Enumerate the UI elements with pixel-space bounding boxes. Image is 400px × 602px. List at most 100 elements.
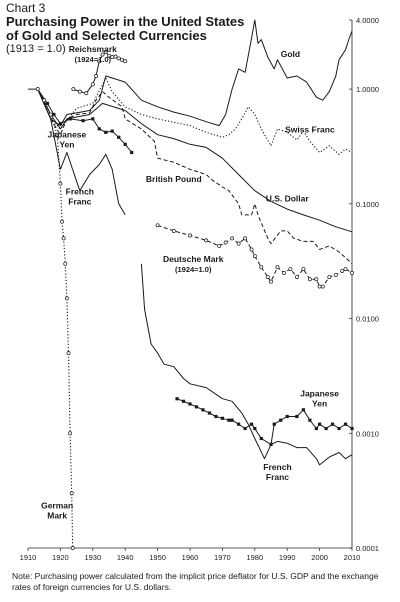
data-point (243, 236, 248, 241)
data-point (66, 351, 71, 356)
data-point (236, 241, 241, 246)
data-point (71, 87, 76, 92)
label-line: British Pound (146, 174, 202, 184)
data-point (314, 426, 318, 431)
data-point (64, 296, 69, 301)
chart-title-line-2: of Gold and Selected Currencies (6, 28, 207, 43)
data-point (320, 284, 325, 289)
french-franc-line (37, 88, 126, 216)
data-point (55, 132, 60, 137)
japanese-yen-series (175, 397, 354, 446)
y-tick-label: 1.0000 (356, 85, 379, 94)
data-point (204, 238, 209, 243)
data-point (330, 422, 335, 426)
data-point (307, 277, 312, 282)
swiss-franc-label: Swiss Franc (285, 124, 335, 134)
x-tick-label: 2000 (311, 553, 328, 562)
data-point (58, 122, 62, 126)
data-point (207, 411, 212, 415)
data-point (94, 74, 98, 78)
data-point (175, 397, 179, 401)
japanese-yen-label: Japanese Yen (48, 129, 87, 149)
data-point (314, 277, 319, 282)
data-point (223, 240, 228, 245)
data-point (110, 129, 114, 133)
data-point (52, 112, 56, 117)
data-point (68, 431, 73, 436)
reichsmark-label: Reichsmark (1924=1.0) (69, 44, 117, 64)
y-tick-label: 0.0001 (356, 544, 379, 553)
data-point (217, 243, 222, 248)
data-point (337, 426, 341, 431)
label-line: U.S. Dollar (266, 193, 310, 203)
french-franc-label: French Franc (263, 462, 291, 482)
german-mark-series (35, 87, 75, 550)
data-point (123, 59, 128, 64)
deutsche-mark-label: Deutsche Mark (1924=1.0) (163, 254, 224, 274)
data-point (230, 236, 235, 241)
data-point (58, 181, 63, 186)
data-point (188, 402, 192, 406)
label-line: Franc (266, 472, 289, 482)
data-point (60, 219, 64, 224)
data-point (343, 422, 348, 426)
label-line: Deutsche Mark (163, 254, 224, 264)
x-tick-label: 1940 (117, 553, 134, 562)
x-tick-label: 2010 (344, 553, 361, 562)
chart-axes: 1910 1920 1930 1940 1950 1960 1970 1980 1990 2000… (20, 16, 379, 562)
data-point (90, 82, 95, 87)
data-point (104, 130, 108, 134)
data-point (188, 233, 192, 238)
data-point (227, 418, 231, 422)
data-point (279, 418, 283, 422)
british-pound-series (37, 88, 353, 265)
data-point (243, 426, 247, 431)
y-tick-label: 4.0000 (356, 16, 379, 25)
data-point (317, 284, 322, 289)
chart-title-line-1: Purchasing Power in the United States (6, 14, 245, 29)
data-point (42, 98, 47, 103)
data-point (220, 416, 224, 420)
data-point (120, 57, 124, 62)
data-point (253, 426, 257, 431)
data-point (214, 414, 218, 419)
british-pound-label: British Pound (146, 174, 202, 184)
data-point (350, 426, 354, 431)
data-point (77, 89, 82, 94)
deutsche-mark-line (157, 224, 353, 288)
label-line: Yen (59, 139, 74, 149)
data-point (61, 236, 66, 241)
deutsche-mark-series (155, 223, 354, 289)
series-labels-layer: Gold Swiss Franc Japanese Yen Reichsmark (192… (41, 44, 339, 521)
y-tick-label: 0.0100 (356, 315, 379, 324)
data-point (237, 422, 241, 426)
gold-series (28, 19, 353, 127)
data-point (113, 54, 118, 59)
data-point (130, 150, 134, 155)
label-line: (1924=1.0) (75, 55, 112, 64)
data-point (265, 275, 270, 279)
data-point (259, 436, 263, 441)
data-point (324, 426, 328, 431)
data-point (63, 261, 68, 266)
y-tick-label: 0.0010 (356, 429, 379, 438)
data-point (340, 268, 345, 273)
data-point (269, 279, 273, 284)
data-point (35, 87, 40, 92)
swiss-franc-line (37, 77, 353, 155)
data-point (84, 91, 89, 96)
label-line: French (263, 462, 291, 472)
label-line: Gold (281, 49, 300, 59)
data-point (308, 418, 312, 422)
data-point (269, 442, 273, 446)
data-point (91, 117, 95, 121)
x-tick-label: 1950 (149, 553, 166, 562)
data-point (68, 117, 72, 121)
reichsmark-series (71, 50, 128, 96)
data-point (194, 405, 199, 409)
data-point (282, 270, 286, 275)
data-point (70, 546, 75, 550)
x-tick-label: 1990 (279, 553, 296, 562)
series-layer (28, 19, 354, 550)
label-line: French (66, 187, 94, 197)
